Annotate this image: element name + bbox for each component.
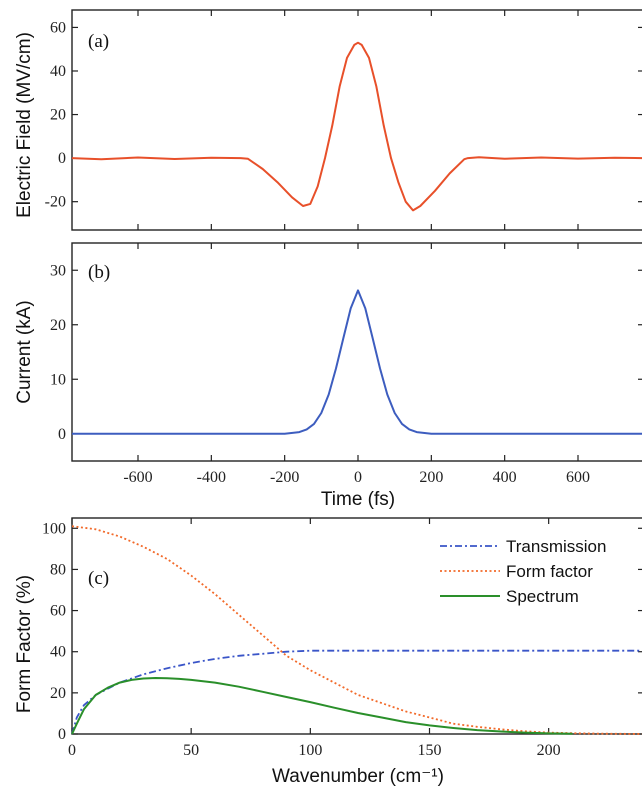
y-tick-label: 40 (50, 63, 66, 80)
legend: Transmission Form factor Spectrum (440, 537, 606, 606)
x-tick-label: 200 (419, 469, 443, 486)
y-tick-label: 0 (58, 426, 66, 443)
x-tick-label: 0 (354, 469, 362, 486)
x-tick-label: 600 (566, 469, 590, 486)
panel-label: (b) (88, 262, 110, 283)
panel-a: -20 0 20 40 60 (a) Electric Field (MV/cm) (14, 9, 642, 231)
y-tick-label: 20 (50, 685, 66, 702)
series-line (72, 289, 642, 435)
x-tick-label: -600 (123, 469, 152, 486)
y-axis-label: Current (kA) (14, 300, 35, 403)
x-axis-label: Time (fs) (321, 489, 395, 510)
series-group (71, 525, 642, 735)
x-tick-label: -200 (270, 469, 299, 486)
series-group (72, 289, 642, 435)
x-tick-label: 400 (493, 469, 517, 486)
x-tick-label: 150 (418, 742, 442, 759)
series-line-transmission (71, 649, 642, 735)
y-tick-label: 60 (50, 603, 66, 620)
x-tick-label: 50 (183, 742, 199, 759)
series-line (71, 41, 642, 212)
y-tick-label: 0 (58, 726, 66, 743)
y-tick-label: 100 (42, 520, 66, 537)
ticks: 0 50 100 150 200 0 20 40 60 80 100 (42, 518, 642, 759)
y-axis-label: Electric Field (MV/cm) (14, 32, 35, 218)
legend-entry-label: Transmission (506, 537, 606, 556)
y-tick-label: 40 (50, 644, 66, 661)
legend-entry-label: Form factor (506, 562, 593, 581)
plot-frame (71, 517, 642, 735)
ticks: -600 -400 -200 0 200 400 600 0 10 20 30 (50, 243, 642, 486)
y-tick-label: 20 (50, 317, 66, 334)
x-axis-label: Wavenumber (cm⁻¹) (272, 766, 444, 787)
y-tick-label: 60 (50, 19, 66, 36)
panel-b: -600 -400 -200 0 200 400 600 0 10 20 30 (b) Curren… (14, 242, 642, 510)
y-axis-label: Form Factor (%) (14, 575, 35, 713)
y-tick-label: 10 (50, 371, 66, 388)
x-tick-label: 100 (298, 742, 322, 759)
y-tick-label: -20 (45, 194, 66, 211)
series-line-spectrum (71, 677, 573, 735)
series-group (71, 41, 642, 212)
y-tick-label: 80 (50, 561, 66, 578)
x-tick-label: 0 (68, 742, 76, 759)
legend-entry-label: Spectrum (506, 587, 579, 606)
plot-frame (71, 242, 642, 462)
panel-label: (c) (88, 568, 109, 589)
x-tick-label: 200 (537, 742, 561, 759)
panel-label: (a) (88, 31, 109, 52)
series-line-form-factor (71, 525, 642, 735)
panel-c: 0 50 100 150 200 0 20 40 60 80 100 (c) Form Factor… (14, 517, 642, 787)
y-tick-label: 20 (50, 107, 66, 124)
y-tick-label: 0 (58, 150, 66, 167)
y-tick-label: 30 (50, 262, 66, 279)
ticks: -20 0 20 40 60 (45, 10, 642, 230)
x-tick-label: -400 (197, 469, 226, 486)
